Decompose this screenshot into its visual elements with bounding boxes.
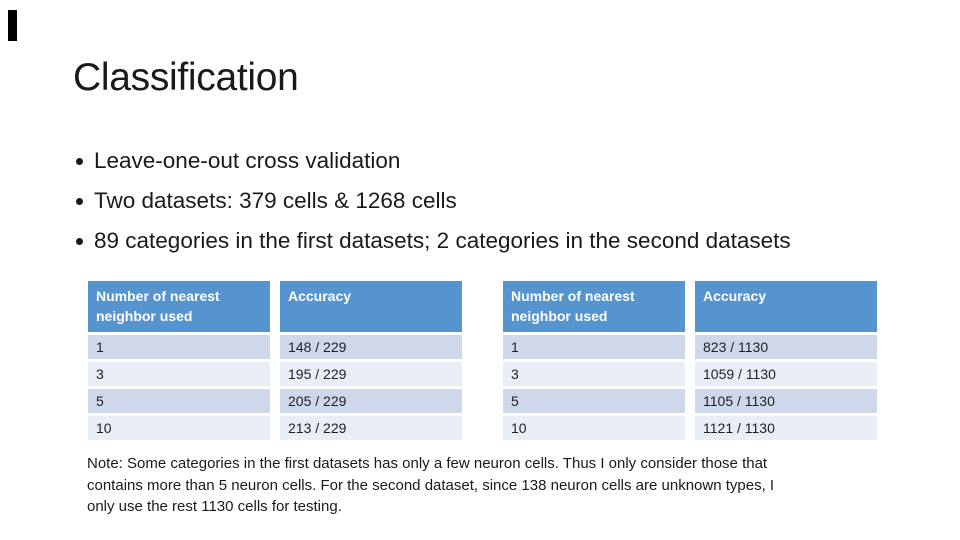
bullet-text: 89 categories in the first datasets; 2 c… — [94, 228, 791, 253]
table-cell-k: 5 — [503, 389, 685, 413]
note-line: contains more than 5 neuron cells. For t… — [87, 476, 775, 494]
table-cell-k: 3 — [88, 362, 270, 386]
table-header-cell: Accuracy — [695, 281, 877, 332]
bullet-list: Leave-one-out cross validation Two datas… — [76, 141, 791, 261]
table-cell-accuracy: 1059 / 1130 — [695, 362, 877, 386]
note-line: only use the rest 1130 cells for testing… — [87, 498, 342, 515]
note-text: Note: Some categories in the first datas… — [87, 453, 774, 518]
bullet-icon — [76, 237, 83, 245]
table-cell-k: 1 — [88, 335, 270, 359]
table-cell-accuracy: 823 / 1130 — [695, 335, 877, 359]
table-cell-accuracy: 1121 / 1130 — [695, 416, 877, 440]
table-cell-k: 10 — [503, 416, 685, 440]
bullet-item: Two datasets: 379 cells & 1268 cells — [76, 181, 791, 221]
note-line: Note: Some categories in the first datas… — [87, 455, 768, 472]
table-cell-k: 1 — [503, 335, 685, 359]
table-cell-accuracy: 205 / 229 — [280, 389, 462, 413]
table-header-cell: Number of nearest neighbor used — [503, 281, 685, 332]
table-cell-accuracy: 148 / 229 — [280, 335, 462, 359]
table-cell-k: 3 — [503, 362, 685, 386]
black-accent-bar — [8, 10, 17, 41]
table-cell-accuracy: 1105 / 1130 — [695, 389, 877, 413]
results-table-second-dataset: Number of nearest neighbor used Accuracy… — [503, 281, 877, 440]
table-cell-accuracy: 213 / 229 — [280, 416, 462, 440]
results-table-first-dataset: Number of nearest neighbor used Accuracy… — [88, 281, 462, 440]
table-header-cell: Number of nearest neighbor used — [88, 281, 270, 332]
bullet-icon — [76, 197, 83, 205]
bullet-item: 89 categories in the first datasets; 2 c… — [76, 221, 791, 261]
bullet-icon — [76, 157, 83, 165]
slide-title: Classification — [73, 56, 299, 99]
table-cell-k: 10 — [88, 416, 270, 440]
bullet-text: Leave-one-out cross validation — [94, 148, 401, 173]
table-cell-accuracy: 195 / 229 — [280, 362, 462, 386]
table-cell-k: 5 — [88, 389, 270, 413]
bullet-item: Leave-one-out cross validation — [76, 141, 791, 181]
table-header-cell: Accuracy — [280, 281, 462, 332]
bullet-text: Two datasets: 379 cells & 1268 cells — [94, 188, 457, 213]
